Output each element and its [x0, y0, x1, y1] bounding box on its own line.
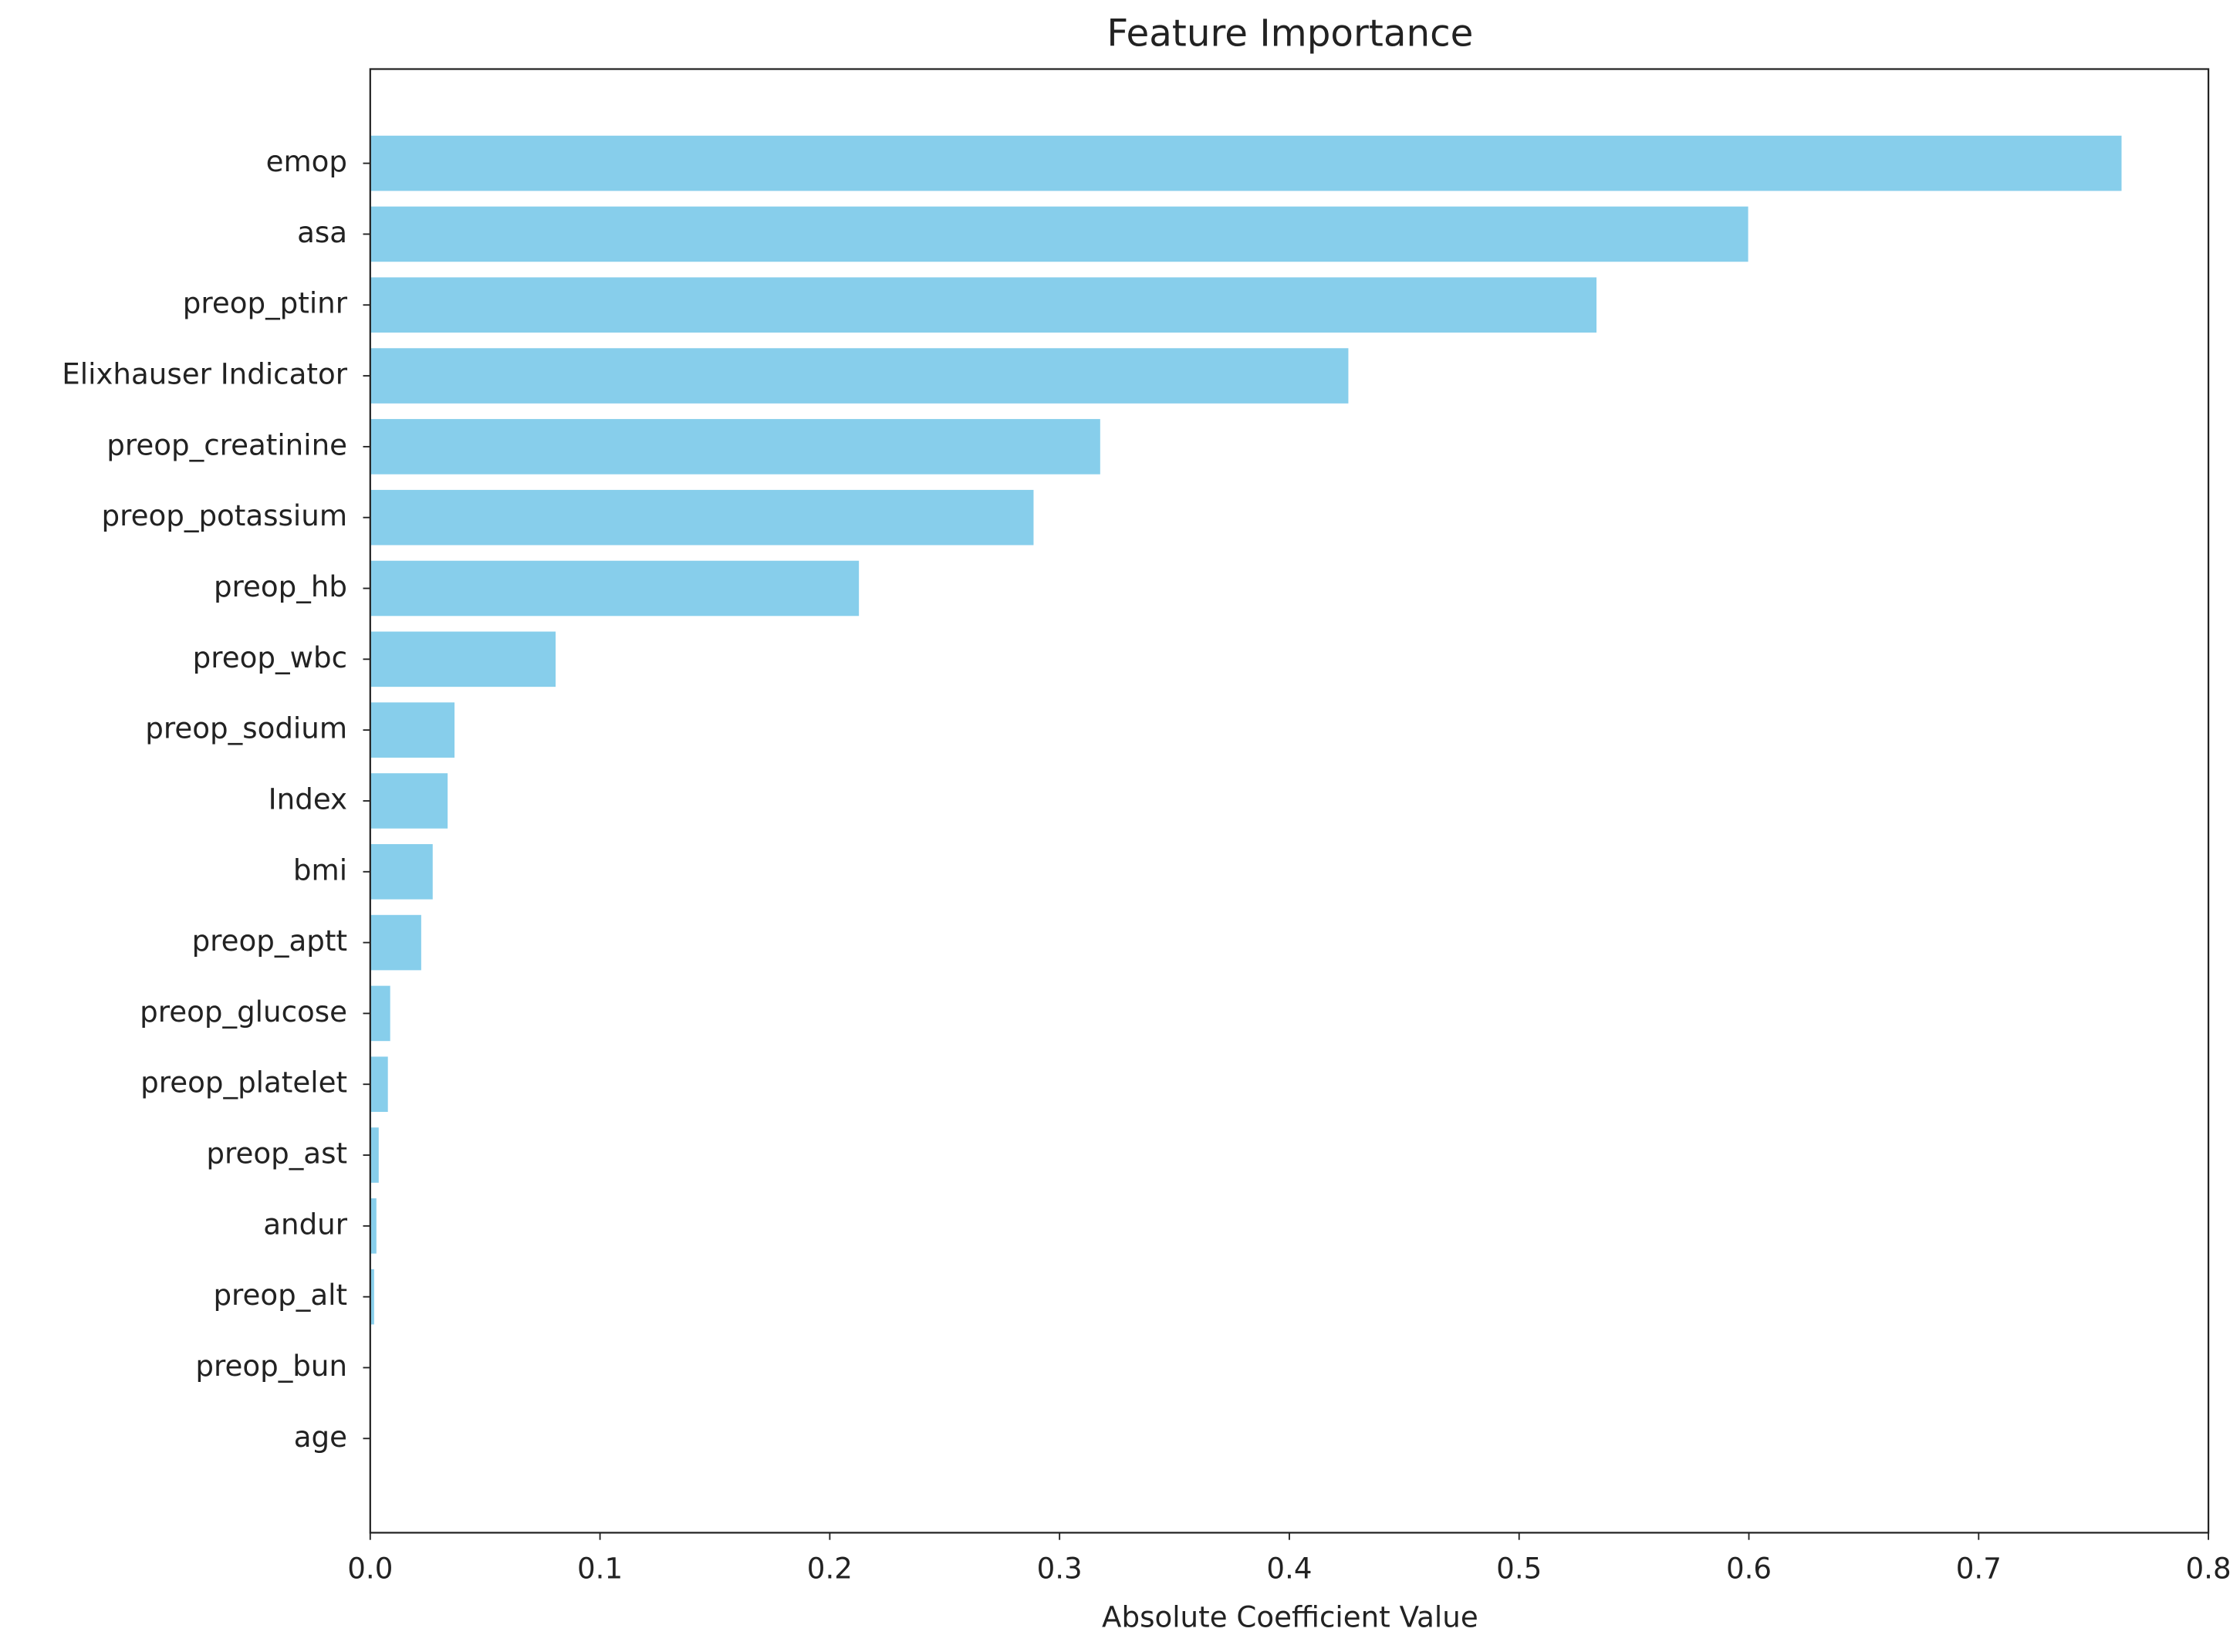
y-tick-label: Index: [269, 782, 347, 816]
x-tick-label: 0.8: [2186, 1551, 2232, 1585]
bar: [369, 1126, 380, 1184]
bar: [369, 133, 2123, 193]
y-tick-label: preop_platelet: [140, 1066, 347, 1100]
x-tick-label: 0.3: [1037, 1551, 1083, 1585]
bar: [369, 275, 1598, 334]
bar: [369, 488, 1036, 547]
bar: [369, 1197, 378, 1255]
y-tick-label: preop_hb: [214, 569, 347, 603]
y-tick-label: preop_sodium: [145, 711, 347, 745]
y-tick-label: preop_aptt: [192, 924, 347, 958]
bar: [369, 630, 557, 688]
y-tick-label: preop_alt: [213, 1278, 347, 1312]
x-tick-label: 0.7: [1956, 1551, 2002, 1585]
x-tick-label: 0.6: [1726, 1551, 1772, 1585]
y-tick-label: preop_ast: [206, 1137, 347, 1171]
x-tick-label: 0.4: [1266, 1551, 1312, 1585]
x-tick-label: 0.1: [577, 1551, 623, 1585]
y-tick-label: asa: [297, 215, 347, 249]
bar: [369, 346, 1350, 405]
bar: [369, 204, 1750, 264]
bar: [369, 701, 456, 759]
y-tick-label: preop_bun: [195, 1349, 347, 1383]
y-tick-label: preop_ptinr: [183, 286, 348, 320]
y-tick-label: andur: [263, 1207, 348, 1241]
x-tick-label: 0.2: [807, 1551, 853, 1585]
x-tick-label: 0.0: [347, 1551, 393, 1585]
y-tick-label: preop_creatinine: [106, 427, 347, 461]
bar: [369, 559, 861, 618]
bar: [369, 1055, 390, 1113]
chart-title: Feature Importance: [1106, 12, 1473, 56]
bar: [369, 984, 392, 1043]
plot-frame: [369, 68, 2210, 1534]
y-tick-label: preop_wbc: [193, 640, 347, 674]
bar: [369, 417, 1102, 476]
bar: [369, 913, 423, 972]
y-tick-label: preop_potassium: [102, 498, 348, 532]
y-tick-label: Elixhauser Indicator: [62, 357, 347, 391]
x-axis-label: Absolute Coefficient Value: [1102, 1600, 1478, 1633]
bar: [369, 843, 434, 901]
y-tick-label: bmi: [293, 853, 347, 887]
y-tick-label: age: [294, 1420, 347, 1454]
y-tick-label: preop_glucose: [140, 995, 347, 1029]
y-tick-label: emop: [266, 144, 347, 178]
x-tick-label: 0.5: [1496, 1551, 1542, 1585]
bar: [369, 772, 449, 830]
